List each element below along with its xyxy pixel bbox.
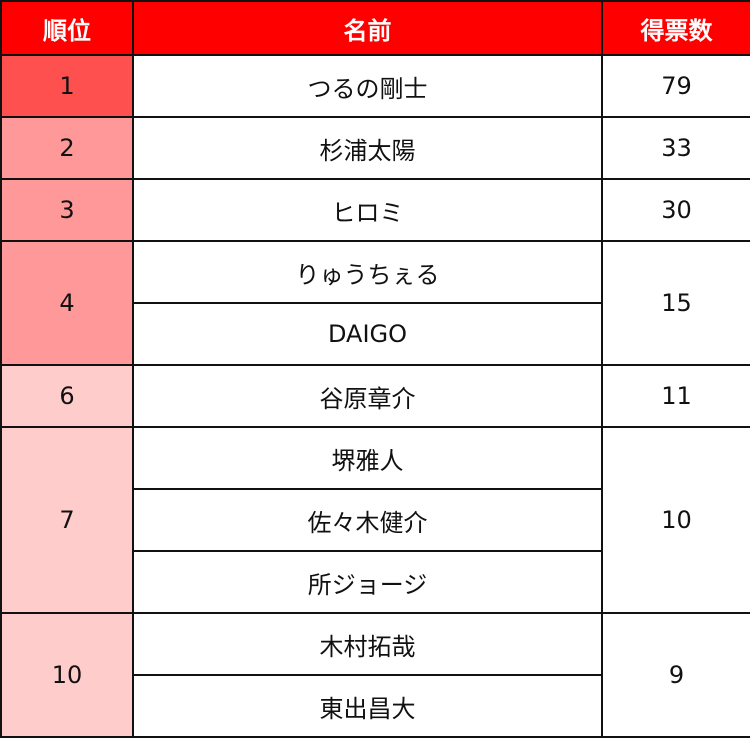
votes-cell: 79: [601, 54, 750, 118]
votes-cell: 10: [601, 426, 750, 614]
table-row: 1 つるの剛士 79: [0, 54, 750, 118]
table-row: 東出昌大: [1, 674, 750, 738]
table-row: 佐々木健介: [1, 488, 750, 552]
name-cell: 佐々木健介: [132, 488, 603, 552]
name-cell: 谷原章介: [132, 364, 603, 428]
table-row: 7 堺雅人 10: [0, 426, 750, 614]
table-row: 2 杉浦太陽 33: [0, 116, 750, 180]
name-cell: 所ジョージ: [132, 550, 603, 614]
votes-cell: 33: [601, 116, 750, 180]
rank-cell: 2: [0, 116, 134, 180]
name-cell: ヒロミ: [132, 178, 603, 242]
header-rank: 順位: [0, 0, 134, 56]
name-cell: 杉浦太陽: [132, 116, 603, 180]
header-votes: 得票数: [601, 0, 750, 56]
name-cell: 木村拓哉: [132, 612, 603, 676]
votes-cell: 15: [601, 240, 750, 366]
header-row: 順位 名前 得票数: [0, 0, 750, 56]
name-cell: 堺雅人: [132, 426, 603, 490]
votes-cell: 9: [601, 612, 750, 738]
table-row: 3 ヒロミ 30: [0, 178, 750, 242]
rank-cell: 3: [0, 178, 134, 242]
rank-cell: 1: [0, 54, 134, 118]
header-name: 名前: [132, 0, 603, 56]
name-cell: りゅうちぇる: [132, 240, 603, 304]
name-cell: DAIGO: [132, 302, 603, 366]
name-cell: 東出昌大: [132, 674, 603, 738]
rank-cell: 6: [0, 364, 134, 428]
table-row: 4 りゅうちぇる 15: [0, 240, 750, 366]
rank-cell: 10: [0, 612, 134, 738]
table-row: 所ジョージ: [1, 550, 750, 614]
table-row: 6 谷原章介 11: [0, 364, 750, 428]
table-row: DAIGO: [1, 302, 750, 366]
rank-cell: 7: [0, 426, 134, 614]
votes-cell: 30: [601, 178, 750, 242]
table-row: 10 木村拓哉 9: [0, 612, 750, 738]
name-cell: つるの剛士: [132, 54, 603, 118]
rank-cell: 4: [0, 240, 134, 366]
votes-cell: 11: [601, 364, 750, 428]
